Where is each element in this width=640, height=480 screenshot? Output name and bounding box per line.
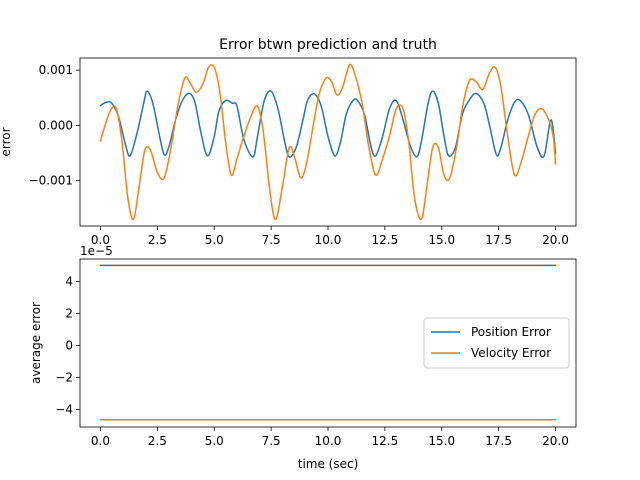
average-error-chart-lines bbox=[99, 264, 557, 421]
average-error-chart-y-tick-label: 2 bbox=[65, 306, 73, 320]
error-chart-x-tick-label: 5.0 bbox=[205, 233, 224, 247]
average-error-chart-y-tick-label: 4 bbox=[65, 274, 73, 288]
error-chart-series-line-1 bbox=[99, 63, 557, 221]
average-error-chart-x-tick-label: 12.5 bbox=[372, 434, 399, 448]
average-error-chart-x-tick-label: 20.0 bbox=[542, 434, 569, 448]
average-error-chart-y-tick-label: 0 bbox=[65, 338, 73, 352]
average-error-chart-x-axis-label: time (sec) bbox=[298, 457, 359, 471]
error-chart-x-tick-label: 17.5 bbox=[485, 233, 512, 247]
error-chart-y-ticks: 0.001 0.000 −0.001 bbox=[29, 63, 80, 188]
legend-label-position: Position Error bbox=[471, 325, 551, 339]
average-error-chart-x-tick-label: 2.5 bbox=[148, 434, 167, 448]
error-chart-x-ticks: 0.0 2.5 5.0 7.5 10.0 12.5 15.0 17.5 20.0 bbox=[91, 226, 569, 247]
error-chart-x-tick-label: 0.0 bbox=[91, 233, 110, 247]
average-error-chart-x-tick-label: 10.0 bbox=[315, 434, 342, 448]
average-error-chart-x-tick-label: 17.5 bbox=[485, 434, 512, 448]
error-chart-lines bbox=[99, 63, 557, 221]
error-chart-x-tick-label: 10.0 bbox=[315, 233, 342, 247]
error-chart-x-tick-label: 15.0 bbox=[428, 233, 455, 247]
error-chart-title: Error btwn prediction and truth bbox=[219, 37, 437, 53]
average-error-chart-y-axis-label: average error bbox=[29, 302, 43, 384]
average-error-chart-x-ticks: 0.0 2.5 5.0 7.5 10.0 12.5 15.0 17.5 20.0 bbox=[91, 427, 569, 448]
average-error-chart-y-tick-label: −4 bbox=[55, 402, 73, 416]
average-error-chart-x-tick-label: 0.0 bbox=[91, 434, 110, 448]
error-chart-x-tick-label: 12.5 bbox=[372, 233, 399, 247]
error-chart: 0.0 2.5 5.0 7.5 10.0 12.5 15.0 17.5 20.0 0.0010.… bbox=[0, 37, 577, 247]
average-error-chart-x-tick-label: 15.0 bbox=[428, 434, 455, 448]
average-error-chart-offset-text: 1e−5 bbox=[80, 244, 113, 258]
average-error-chart-y-ticks: 4 2 0 −2 −4 bbox=[55, 274, 80, 416]
error-chart-y-axis-label: error bbox=[0, 127, 13, 156]
error-chart-y-tick-label: 0.001 bbox=[39, 63, 73, 77]
legend-label-velocity: Velocity Error bbox=[471, 346, 551, 360]
error-chart-x-tick-label: 7.5 bbox=[262, 233, 281, 247]
error-chart-y-tick-label: −0.001 bbox=[29, 174, 73, 188]
average-error-chart-x-tick-label: 5.0 bbox=[205, 434, 224, 448]
error-chart-series-line-0 bbox=[99, 90, 557, 159]
average-error-chart: 0.0 2.5 5.0 7.5 10.0 12.5 15.0 17.5 20.0 4 2 0 −2 −4… bbox=[29, 244, 577, 471]
error-chart-x-tick-label: 2.5 bbox=[148, 233, 167, 247]
legend-box bbox=[423, 317, 570, 369]
error-chart-x-tick-label: 20.0 bbox=[542, 233, 569, 247]
average-error-chart-x-tick-label: 7.5 bbox=[262, 434, 281, 448]
error-chart-y-tick-label: 0.000 bbox=[39, 118, 73, 132]
average-error-chart-y-tick-label: −2 bbox=[55, 370, 73, 384]
legend: Position Error Velocity Error bbox=[423, 317, 570, 369]
